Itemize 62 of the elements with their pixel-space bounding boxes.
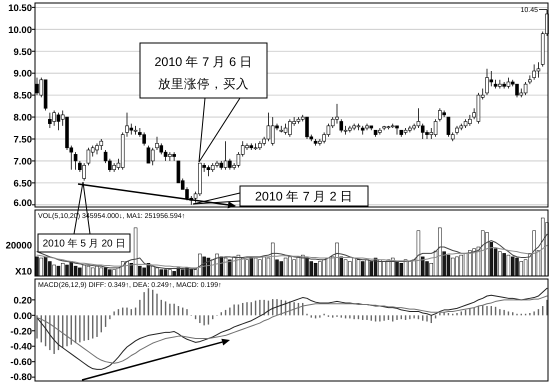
y-tick-label: -0.60	[10, 357, 32, 368]
y-tick-label: 0.00	[14, 310, 32, 322]
candlestick	[536, 62, 540, 78]
candlestick	[344, 125, 348, 136]
line-series	[36, 288, 548, 370]
y-tick-label: 6.50	[14, 178, 32, 190]
line-series	[36, 296, 548, 364]
candlestick	[420, 123, 425, 140]
y-tick-label: 9.00	[14, 68, 32, 80]
y-tick-label: 10.00	[8, 24, 32, 36]
candlestick	[335, 104, 339, 124]
candlestick	[48, 112, 52, 128]
candlestick	[339, 118, 344, 133]
y-tick-label: -0.80	[10, 372, 32, 382]
annotation: 2010 年 5 月 20 日	[42, 238, 126, 250]
candlestick	[164, 150, 168, 162]
y-tick-label: 7.50	[14, 134, 32, 146]
candlestick	[515, 84, 519, 98]
candlestick	[56, 112, 60, 131]
candlestick	[326, 123, 330, 138]
annotation: 放里涨停，买入	[158, 77, 249, 91]
candlestick	[266, 112, 270, 142]
candlestick	[506, 77, 510, 89]
y-tick-label: 10.50	[8, 2, 32, 14]
candlestick	[99, 138, 104, 150]
candlestick	[356, 123, 360, 131]
candlestick	[206, 164, 210, 177]
y-tick-label: 6.00	[14, 198, 32, 209]
candlestick	[284, 123, 288, 136]
candlestick	[150, 147, 155, 166]
candlestick	[74, 152, 78, 170]
candlestick	[125, 112, 129, 138]
candlestick	[438, 108, 442, 122]
candlestick	[524, 82, 528, 96]
candlestick	[134, 125, 138, 136]
candlestick	[159, 142, 164, 155]
candlestick	[416, 108, 420, 128]
candlestick	[485, 68, 489, 96]
candlestick	[82, 162, 86, 182]
y-tick-label: 7.00	[14, 156, 32, 168]
y-tick-label: -0.40	[10, 342, 32, 353]
text: 20000	[6, 240, 32, 252]
y-tick-label: -0.20	[10, 326, 32, 338]
y-tick-label: 8.00	[14, 112, 32, 124]
y-tick-label: 8.50	[14, 90, 32, 102]
candlestick	[434, 118, 438, 138]
candlestick	[95, 142, 99, 155]
annotation: 2010 年 7 月 2 日	[254, 190, 354, 204]
candlestick	[446, 116, 450, 138]
candlestick	[254, 142, 258, 150]
candlestick	[224, 140, 228, 170]
candlestick	[142, 132, 146, 146]
y-tick-label: 0.20	[14, 295, 32, 306]
y-tick-label: 9.50	[14, 46, 32, 58]
candlestick	[155, 136, 159, 150]
text: X10	[15, 266, 32, 278]
candlestick	[86, 147, 90, 166]
candlestick	[270, 116, 275, 146]
candlestick	[129, 123, 134, 136]
annotation: 2010 年 7 月 6 日	[154, 55, 253, 69]
candlestick	[305, 116, 309, 140]
candlestick	[146, 145, 150, 164]
